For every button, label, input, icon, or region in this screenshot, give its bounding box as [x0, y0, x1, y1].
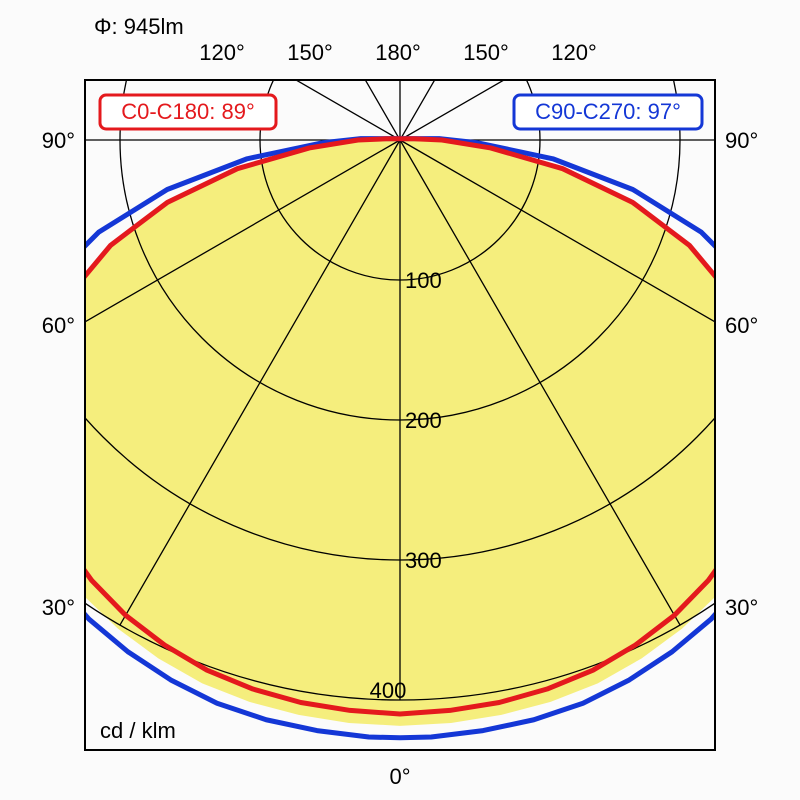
legend-c90-c270-label: C90-C270: 97° — [535, 99, 681, 124]
angle-label: 150° — [463, 40, 509, 65]
polar-diagram: 100 200 300 400 120° 150° 180° 150° 120° 90° 60° 30… — [0, 0, 800, 800]
angle-label: 30° — [725, 595, 758, 620]
ring-label: 400 — [370, 678, 407, 703]
angle-label: 30° — [42, 595, 75, 620]
legend-c0-c180-label: C0-C180: 89° — [121, 99, 255, 124]
ring-label: 200 — [405, 408, 442, 433]
angle-label: 90° — [725, 128, 758, 153]
angle-label: 120° — [551, 40, 597, 65]
ring-label: 300 — [405, 548, 442, 573]
angle-label: 0° — [389, 764, 410, 789]
angle-label: 90° — [42, 128, 75, 153]
angle-label: 150° — [287, 40, 333, 65]
angle-label: 120° — [199, 40, 245, 65]
angle-label: 180° — [375, 40, 421, 65]
angle-label: 60° — [725, 313, 758, 338]
angle-label: 60° — [42, 313, 75, 338]
flux-title: Φ: 945lm — [94, 14, 184, 39]
ring-label: 100 — [405, 268, 442, 293]
unit-label: cd / klm — [100, 718, 176, 743]
container: 100 200 300 400 120° 150° 180° 150° 120° 90° 60° 30… — [0, 0, 800, 800]
